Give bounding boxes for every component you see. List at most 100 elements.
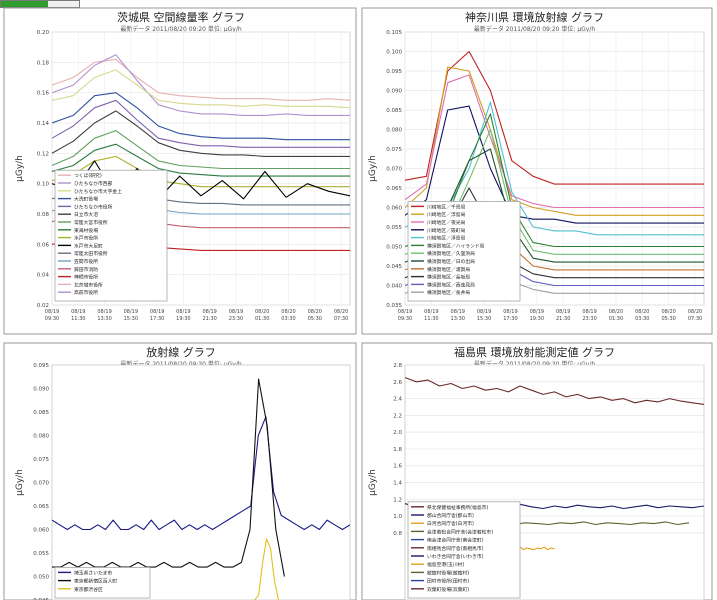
legend-label: 福島空港(玉川村): [427, 561, 464, 568]
y-tick-label: 0.06: [37, 242, 50, 248]
x-tick-label: 08/19: [45, 309, 59, 315]
x-tick-label: 08/19: [202, 309, 216, 315]
y-tick-label: 0.045: [386, 264, 402, 270]
legend-label: 川崎地区／殿町局: [427, 227, 466, 234]
x-tick-label: 03:30: [281, 316, 295, 322]
legend-label: 横須賀地区／西逸見局: [427, 281, 475, 288]
x-tick-label: 19:30: [530, 316, 544, 322]
legend-label: 田村市役所(田村市): [427, 578, 469, 585]
legend-label: 笠間市役所: [74, 258, 98, 265]
legend-label: 東京都新宿区百人町: [74, 578, 117, 585]
x-tick-label: 01:30: [609, 316, 623, 322]
y-tick-label: 2.0: [393, 430, 402, 436]
x-tick-label: 23:30: [582, 316, 596, 322]
legend-box: [407, 501, 521, 599]
x-tick-label: 13:30: [97, 316, 111, 322]
x-tick-label: 08/19: [477, 309, 491, 315]
x-tick-label: 08/20: [609, 309, 623, 315]
chart-subtitle: 最新データ 2011/08/20 09:20 単位: μGy/h: [120, 25, 242, 33]
legend-label: 県北保健福祉事務所(福島市): [427, 504, 488, 511]
x-tick-label: 08/19: [229, 309, 243, 315]
x-tick-label: 05:30: [661, 316, 675, 322]
x-tick-label: 08/20: [255, 309, 269, 315]
x-tick-label: 13:30: [451, 316, 465, 322]
y-tick-label: 1.2: [393, 497, 402, 503]
y-tick-label: 0.10: [37, 182, 50, 188]
x-tick-label: 08/20: [308, 309, 322, 315]
x-tick-label: 08/19: [556, 309, 570, 315]
x-tick-label: 15:30: [477, 316, 491, 322]
plot-area: [51, 364, 351, 600]
y-tick-label: 0.095: [33, 363, 49, 369]
y-tick-label: 2.2: [393, 413, 402, 419]
x-tick-label: 08/19: [97, 309, 111, 315]
x-tick-label: 08/19: [150, 309, 164, 315]
legend-label: 水戸市大足町: [74, 242, 103, 249]
y-tick-label: 0.12: [37, 151, 49, 157]
series-line-6: [405, 113, 704, 248]
series-line-3: [254, 538, 280, 600]
series-line-1: [405, 50, 704, 185]
series-line-6: [52, 110, 350, 157]
legend-label: 川崎地区／浮島局: [427, 211, 466, 218]
x-tick-label: 08/19: [71, 309, 85, 315]
y-tick-label: 0.085: [386, 108, 402, 114]
series-line-2: [52, 378, 285, 577]
legend-label: 横須賀地区／日の出局: [427, 258, 475, 265]
x-tick-label: 09:30: [45, 316, 59, 322]
series-line-1: [405, 377, 704, 405]
x-tick-label: 21:30: [202, 316, 216, 322]
y-tick-label: 0.100: [386, 50, 402, 56]
legend-label: 会津若松合同庁舎(会津若松市): [427, 528, 493, 535]
legend-label: 南相馬合同庁舎(南相馬市): [427, 545, 484, 552]
legend-label: ひたちなか市大字金上: [74, 188, 122, 195]
legend-label: 川崎地区／千鳥局: [427, 203, 466, 210]
chart-subtitle: 最新データ 2011/08/20 09:20 単位: μGy/h: [474, 25, 596, 33]
y-tick-label: 0.080: [33, 434, 49, 440]
x-tick-label: 19:30: [176, 316, 190, 322]
x-tick-label: 23:30: [229, 316, 243, 322]
y-tick-label: 0.075: [33, 457, 49, 463]
legend-box: [407, 201, 521, 302]
y-tick-label: 0.105: [386, 30, 402, 36]
x-tick-label: 08/19: [530, 309, 544, 315]
series-line-2: [405, 66, 704, 216]
x-tick-label: 09:30: [398, 316, 412, 322]
legend-box: [54, 169, 168, 302]
legend-label: 飯舘村役場(飯舘村): [427, 569, 469, 576]
x-tick-label: 01:30: [255, 316, 269, 322]
y-tick-label: 0.04: [37, 273, 50, 279]
y-tick-label: 0.040: [386, 284, 402, 290]
legend-label: ひたちなか市西部: [74, 180, 113, 187]
y-tick-label: 0.095: [386, 69, 402, 75]
x-tick-label: 21:30: [556, 316, 570, 322]
y-axis-label: μGy/h: [368, 155, 378, 182]
series-group: [52, 378, 350, 600]
x-tick-label: 08/19: [176, 309, 190, 315]
x-tick-label: 08/20: [334, 309, 348, 315]
legend: 川崎地区／千鳥局川崎地区／浮島局川崎地区／夜光局川崎地区／殿町局川崎地区／浮島局…: [407, 201, 521, 302]
y-tick-label: 0.065: [33, 504, 49, 510]
legend-label: 常陸大宮市役所: [74, 219, 108, 226]
series-line-3: [405, 74, 704, 209]
x-tick-label: 08/20: [661, 309, 675, 315]
y-tick-label: 0.070: [33, 481, 49, 487]
legend-label: 川崎地区／浮島局: [427, 235, 466, 242]
y-tick-label: 1.8: [393, 447, 402, 453]
y-tick-label: 2.8: [393, 363, 402, 369]
legend-label: いわき合同庁舎(いわき市): [427, 553, 484, 560]
y-tick-label: 0.080: [386, 128, 402, 134]
y-tick-label: 0.18: [37, 60, 50, 66]
series-line-4: [405, 105, 704, 224]
legend-label: 常陸太田市役所: [74, 250, 108, 257]
y-tick-label: 0.090: [33, 387, 49, 393]
chart-title: 茨城県 空間線量率 グラフ: [117, 10, 245, 24]
y-tick-label: 0.055: [33, 551, 49, 557]
x-tick-label: 08/19: [424, 309, 438, 315]
x-tick-label: 08/20: [281, 309, 295, 315]
y-tick-label: 0.14: [37, 121, 50, 127]
legend-label: 高萩市役所: [74, 289, 98, 296]
x-tick-label: 17:30: [150, 316, 164, 322]
